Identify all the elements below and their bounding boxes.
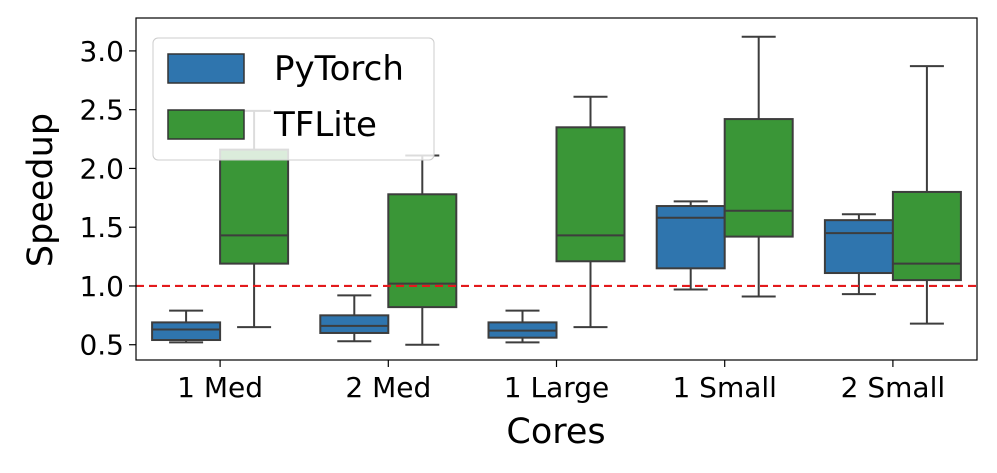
y-tick-label: 2.0	[79, 152, 124, 185]
legend: PyTorch TFLite	[152, 37, 435, 161]
box-tflite-2-med	[387, 154, 458, 346]
y-tick-label: 1.5	[79, 211, 124, 244]
iqr-box	[151, 321, 222, 342]
box-tflite-2-small	[891, 65, 962, 325]
x-axis-title: Cores	[506, 412, 605, 452]
iqr-box	[387, 193, 458, 309]
box-pytorch-2-small	[823, 213, 894, 296]
x-tick-label-1-med: 1 Med	[177, 371, 263, 404]
y-tick-label: 1.0	[79, 270, 124, 303]
iqr-box	[219, 148, 290, 265]
axis-layer: 0.5 1.0 1.5 2.0 2.5 3.0 1 Med 2 Med 1 Large 1 Sma…	[79, 35, 945, 404]
legend-swatch-pytorch	[167, 53, 245, 84]
iqr-box	[319, 314, 390, 334]
legend-label-tflite: TFLite	[273, 105, 377, 145]
y-tick-label: 0.5	[79, 329, 124, 362]
box-pytorch-1-small	[655, 200, 726, 291]
iqr-box	[655, 205, 726, 270]
y-tick-label: 2.5	[79, 94, 124, 127]
x-tick-label-1-small: 1 Small	[672, 371, 776, 404]
x-tick-label-1-large: 1 Large	[504, 371, 610, 404]
legend-label-pytorch: PyTorch	[274, 49, 404, 89]
box-pytorch-1-med	[151, 309, 222, 344]
iqr-box	[823, 219, 894, 275]
y-axis-title: Speedup	[21, 113, 61, 267]
y-tick-label: 3.0	[79, 35, 124, 68]
iqr-box	[891, 190, 962, 282]
box-pytorch-2-med	[319, 294, 390, 343]
iqr-box	[555, 126, 626, 263]
box-tflite-1-large	[555, 95, 626, 329]
box-pytorch-1-large	[487, 309, 558, 344]
x-tick-label-2-small: 2 Small	[841, 371, 945, 404]
plot-layer	[136, 35, 977, 346]
box-tflite-1-small	[723, 35, 794, 298]
x-tick-label-2-med: 2 Med	[345, 371, 431, 404]
iqr-box	[723, 118, 794, 238]
legend-swatch-tflite	[167, 109, 245, 140]
